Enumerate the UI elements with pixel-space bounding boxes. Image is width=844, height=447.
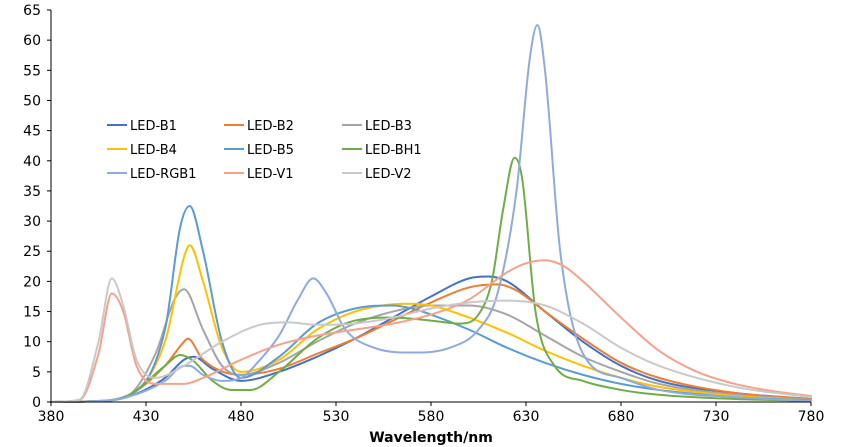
y-tick-label: 40: [23, 154, 41, 170]
legend-item-led-v2: LED-V2: [342, 167, 412, 182]
x-tick-label: 680: [608, 409, 635, 425]
axes: 0 5 10 15 20 25 30 35 40 45 50 55 60 65 380 430 480 530 58…: [23, 3, 824, 446]
x-tick-label: 730: [703, 409, 730, 425]
series-line-led-b5: [50, 205, 812, 403]
legend: LED-B1 LED-B2 LED-B3 LED-B4 LED-B5 LED-BH1 LED…: [107, 119, 422, 182]
series-line-led-b2: [50, 283, 812, 403]
y-tick-label: 50: [23, 93, 41, 109]
y-tick-label: 10: [23, 335, 41, 351]
series-line-led-v1: [50, 259, 812, 403]
legend-label: LED-BH1: [365, 143, 422, 158]
legend-label: LED-B1: [130, 119, 177, 134]
legend-label: LED-V2: [365, 167, 412, 182]
legend-item-led-rgb1: LED-RGB1: [107, 167, 196, 182]
y-tick-label: 55: [23, 63, 41, 79]
y-tick-label: 25: [23, 244, 41, 260]
series-lines: [50, 24, 812, 403]
legend-item-led-v1: LED-V1: [224, 167, 294, 182]
y-tick-label: 5: [32, 365, 41, 381]
legend-label: LED-B3: [365, 119, 412, 134]
y-tick-label: 20: [23, 274, 41, 290]
legend-label: LED-B2: [247, 119, 294, 134]
x-tick-label: 780: [798, 409, 825, 425]
series-line-led-bh1: [50, 156, 812, 403]
y-tick-label: 0: [32, 395, 41, 411]
legend-item-led-b1: LED-B1: [107, 119, 177, 134]
legend-label: LED-RGB1: [130, 167, 196, 182]
legend-label: LED-B5: [247, 143, 294, 158]
y-tick-label: 35: [23, 184, 41, 200]
y-tick-label: 60: [23, 33, 41, 49]
series-line-led-rgb1: [50, 24, 812, 403]
legend-item-led-b5: LED-B5: [224, 143, 294, 158]
y-tick-label: 30: [23, 214, 41, 230]
x-tick-label: 630: [513, 409, 540, 425]
x-tick-label: 380: [38, 409, 65, 425]
legend-item-led-bh1: LED-BH1: [342, 143, 422, 158]
y-tick-label: 15: [23, 305, 41, 321]
series-line-led-v2: [50, 277, 812, 403]
x-axis-title: Wavelength/nm: [369, 430, 493, 446]
x-tick-label: 480: [228, 409, 255, 425]
legend-item-led-b4: LED-B4: [107, 143, 177, 158]
legend-item-led-b2: LED-B2: [224, 119, 294, 134]
legend-label: LED-B4: [130, 143, 177, 158]
x-tick-label: 530: [323, 409, 350, 425]
legend-label: LED-V1: [247, 167, 294, 182]
y-tick-label: 45: [23, 124, 41, 140]
x-tick-label: 580: [418, 409, 445, 425]
legend-item-led-b3: LED-B3: [342, 119, 412, 134]
y-tick-label: 65: [23, 3, 41, 19]
x-tick-label: 430: [133, 409, 160, 425]
